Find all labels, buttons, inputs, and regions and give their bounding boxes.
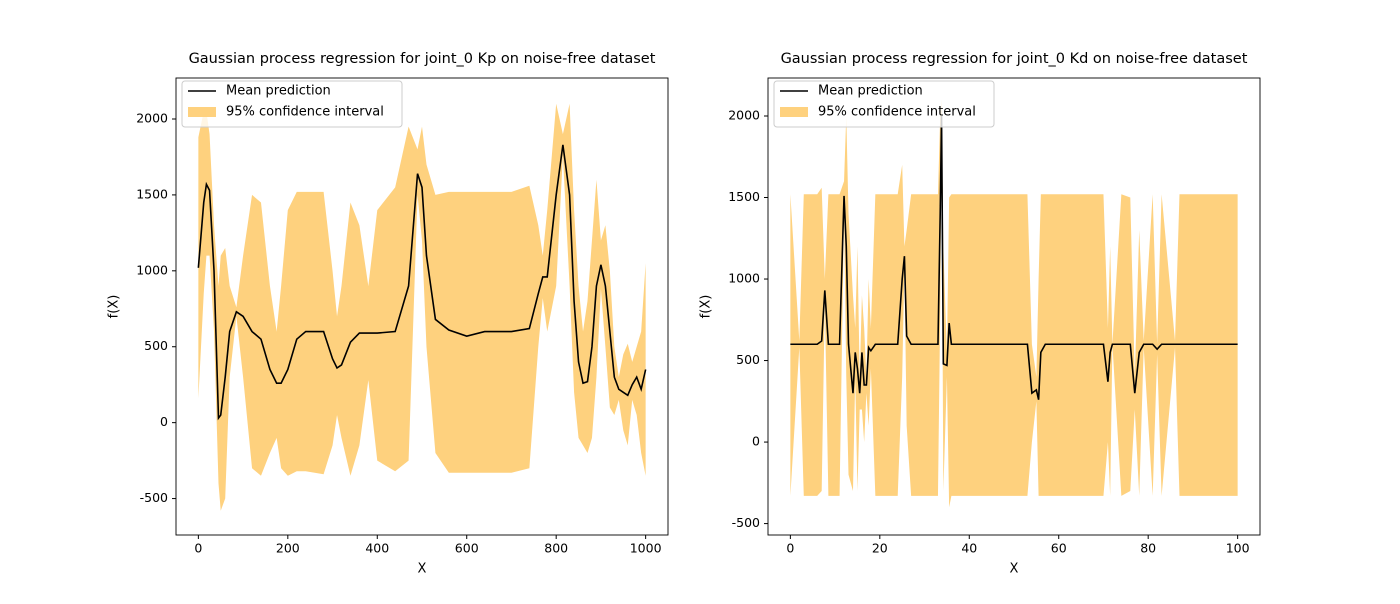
y-tick-label: 1000 [136, 262, 168, 277]
confidence-band [198, 103, 646, 511]
chart-title: Gaussian process regression for joint_0 … [189, 51, 656, 67]
mean-line [197, 144, 647, 421]
y-axis-label: f(X) [107, 295, 122, 319]
x-axis-label: X [418, 562, 427, 577]
y-tick-label: -500 [732, 515, 760, 530]
x-tick-label: 1000 [630, 541, 662, 556]
axes-frame [175, 77, 669, 536]
y-tick-label: 1500 [728, 189, 760, 204]
x-tick-label: 60 [1051, 541, 1067, 556]
legend-label: Mean prediction [818, 84, 923, 99]
y-tick-label: 2000 [728, 107, 760, 122]
y-tick-label: 0 [160, 414, 168, 429]
x-tick-label: 400 [365, 541, 389, 556]
axes-frame [767, 77, 1261, 536]
x-tick-label: 200 [276, 541, 300, 556]
x-tick-label: 40 [961, 541, 977, 556]
x-axis-label: X [1010, 562, 1019, 577]
legend-patch [188, 107, 216, 117]
confidence-band [790, 99, 1238, 508]
y-tick-label: 1000 [728, 271, 760, 286]
x-tick-label: 600 [455, 541, 479, 556]
x-tick-label: 0 [786, 541, 794, 556]
legend-label: 95% confidence interval [818, 105, 976, 120]
y-tick-label: 500 [736, 352, 760, 367]
y-tick-label: 2000 [136, 110, 168, 125]
chart-title: Gaussian process regression for joint_0 … [781, 51, 1248, 67]
legend-patch [780, 107, 808, 117]
legend-box [181, 80, 403, 128]
x-tick-label: 800 [544, 541, 568, 556]
legend-label: Mean prediction [226, 84, 331, 99]
y-tick-label: 1500 [136, 186, 168, 201]
mean-line [790, 115, 1238, 400]
x-tick-label: 80 [1140, 541, 1156, 556]
y-axis-label: f(X) [699, 295, 714, 319]
legend-label: 95% confidence interval [226, 105, 384, 120]
x-tick-label: 20 [872, 541, 888, 556]
y-tick-label: 0 [752, 434, 760, 449]
y-tick-label: 500 [144, 338, 168, 353]
legend-box [773, 80, 995, 128]
x-tick-label: 0 [194, 541, 202, 556]
y-tick-label: -500 [140, 490, 168, 505]
x-tick-label: 100 [1226, 541, 1250, 556]
